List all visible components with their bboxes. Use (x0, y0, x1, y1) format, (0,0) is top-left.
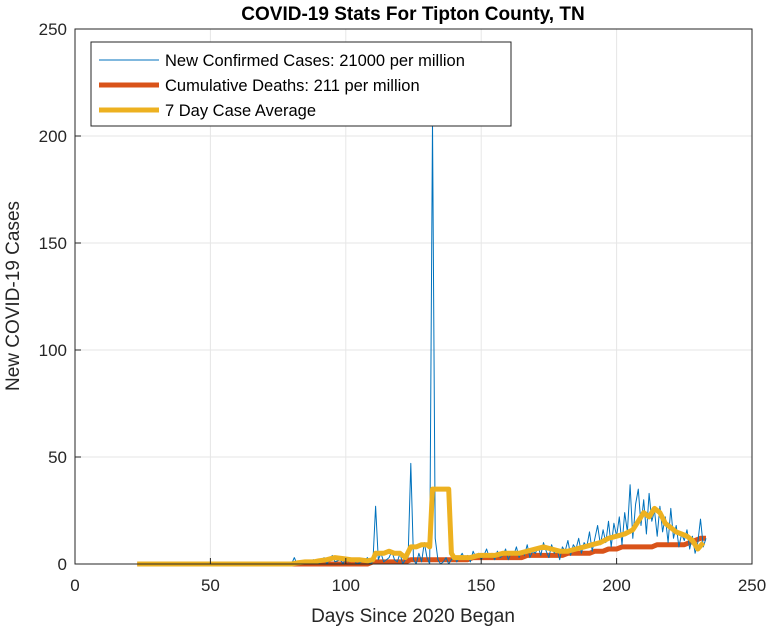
plot-frame (74, 28, 753, 565)
y-tick-label: 200 (39, 127, 67, 146)
legend-box (90, 41, 512, 127)
seven-day-average-line (137, 486, 706, 567)
x-tick-label: 150 (467, 576, 495, 595)
legend: New Confirmed Cases: 21000 per million C… (90, 41, 512, 127)
x-tick-label: 250 (738, 576, 766, 595)
cumulative-deaths-line (137, 535, 706, 567)
legend-label-new-cases: New Confirmed Cases: 21000 per million (165, 52, 465, 70)
y-axis-ticks: 0 50 100 150 200 250 (39, 20, 81, 574)
x-tick-label: 200 (602, 576, 630, 595)
y-tick-label: 150 (39, 234, 67, 253)
y-tick-label: 100 (39, 341, 67, 360)
legend-label-cumulative-deaths: Cumulative Deaths: 211 per million (165, 77, 420, 95)
chart-title: COVID-19 Stats For Tipton County, TN (241, 4, 584, 25)
y-tick-label: 50 (48, 448, 67, 467)
x-tick-label: 0 (70, 576, 79, 595)
y-axis-label: New COVID-19 Cases (3, 201, 24, 391)
x-tick-label: 50 (201, 576, 220, 595)
x-axis-ticks: 0 50 100 150 200 250 (70, 558, 766, 595)
x-axis-label: Days Since 2020 Began (311, 606, 515, 627)
x-tick-label: 100 (332, 576, 360, 595)
new-confirmed-cases-line (137, 120, 707, 565)
y-tick-label: 250 (39, 20, 67, 39)
series-layer (137, 120, 707, 567)
y-tick-label: 0 (58, 555, 67, 574)
legend-label-7-day-average: 7 Day Case Average (165, 102, 316, 120)
